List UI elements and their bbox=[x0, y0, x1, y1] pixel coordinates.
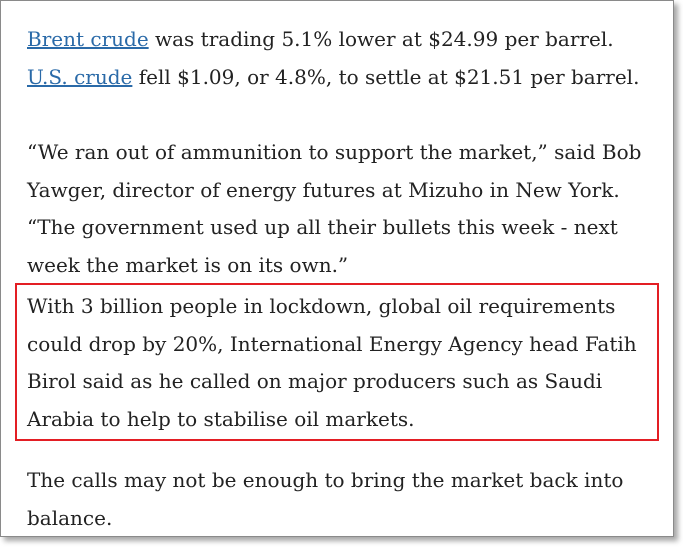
paragraph-prices: Brent crude was trading 5.1% lower at $2… bbox=[27, 21, 652, 96]
paragraph-highlighted: With 3 billion people in lockdown, globa… bbox=[27, 294, 637, 431]
paragraph-quote: “We ran out of ammunition to support the… bbox=[27, 140, 642, 277]
paragraph-prices-text-1: was trading 5.1% lower at $24.99 per bar… bbox=[148, 27, 614, 51]
us-crude-link[interactable]: U.S. crude bbox=[27, 64, 133, 89]
paragraph-prices-text-2: fell $1.09, or 4.8%, to settle at $21.51… bbox=[132, 64, 640, 89]
article-frame: Brent crude was trading 5.1% lower at $2… bbox=[0, 0, 674, 537]
paragraph-conclusion: The calls may not be enough to bring the… bbox=[27, 468, 624, 530]
highlight-box bbox=[15, 283, 659, 441]
brent-crude-link[interactable]: Brent crude bbox=[27, 27, 149, 51]
